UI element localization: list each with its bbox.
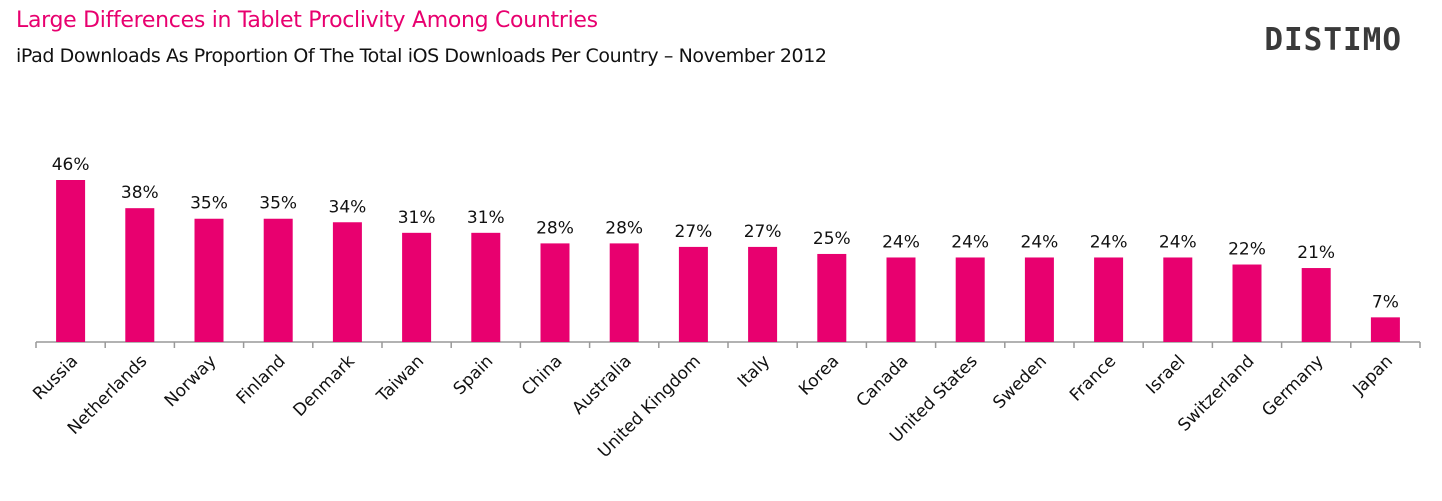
bar-united-states xyxy=(955,257,985,342)
bar-switzerland xyxy=(1232,264,1262,342)
bar-canada xyxy=(886,257,916,342)
data-label: 24% xyxy=(1021,232,1059,252)
x-tick-label: Spain xyxy=(450,351,498,399)
x-tick-label: China xyxy=(518,351,566,399)
x-tick-label: Japan xyxy=(1349,351,1397,399)
x-tick-label: Denmark xyxy=(290,351,360,421)
bar-russia xyxy=(56,180,86,342)
data-label: 22% xyxy=(1228,240,1266,260)
data-label: 38% xyxy=(121,183,159,203)
data-label: 25% xyxy=(813,229,851,249)
bar-france xyxy=(1094,257,1124,342)
x-tick-label: Canada xyxy=(853,351,913,411)
data-label: 31% xyxy=(467,208,505,228)
bar-norway xyxy=(194,218,224,342)
data-label: 34% xyxy=(329,197,367,217)
bar-spain xyxy=(471,232,501,342)
x-tick-label: Sweden xyxy=(989,351,1051,413)
x-tick-label: Finland xyxy=(233,351,290,408)
data-label: 46% xyxy=(52,155,90,175)
bar-sweden xyxy=(1024,257,1054,342)
x-tick-label: Norway xyxy=(161,351,221,411)
bar-denmark xyxy=(332,222,362,342)
data-label: 24% xyxy=(951,232,989,252)
x-tick-label: Israel xyxy=(1142,351,1189,398)
bar-israel xyxy=(1163,257,1193,342)
data-label: 35% xyxy=(190,194,228,214)
bar-japan xyxy=(1370,317,1400,342)
data-label: 24% xyxy=(882,232,920,252)
data-label: 24% xyxy=(1090,232,1128,252)
bar-finland xyxy=(263,218,293,342)
bar-australia xyxy=(609,243,639,342)
data-label: 31% xyxy=(398,208,436,228)
data-label: 21% xyxy=(1297,243,1335,263)
x-tick-label: Australia xyxy=(568,351,635,418)
bar-korea xyxy=(817,253,847,342)
x-tick-label: Germany xyxy=(1258,351,1327,420)
x-tick-label: Taiwan xyxy=(372,351,428,407)
bar-italy xyxy=(748,246,778,342)
data-label: 35% xyxy=(259,194,297,214)
data-label: 28% xyxy=(605,218,643,238)
chart-title: Large Differences in Tablet Proclivity A… xyxy=(16,8,598,33)
x-tick-label: Russia xyxy=(29,351,82,404)
bar-germany xyxy=(1301,268,1331,342)
x-tick-label: France xyxy=(1066,351,1120,405)
bar-netherlands xyxy=(125,208,155,342)
data-label: 27% xyxy=(675,222,713,242)
data-label: 28% xyxy=(536,218,574,238)
x-tick-label: Italy xyxy=(734,351,774,391)
bar-taiwan xyxy=(402,232,432,342)
data-label: 24% xyxy=(1159,232,1197,252)
bar-china xyxy=(540,243,570,342)
data-label: 7% xyxy=(1372,292,1399,312)
bar-united-kingdom xyxy=(678,246,708,342)
data-label: 27% xyxy=(744,222,782,242)
x-tick-label: Korea xyxy=(795,351,843,399)
distimo-logo: DISTIMO xyxy=(1264,22,1402,58)
chart-subtitle: iPad Downloads As Proportion Of The Tota… xyxy=(16,45,827,67)
